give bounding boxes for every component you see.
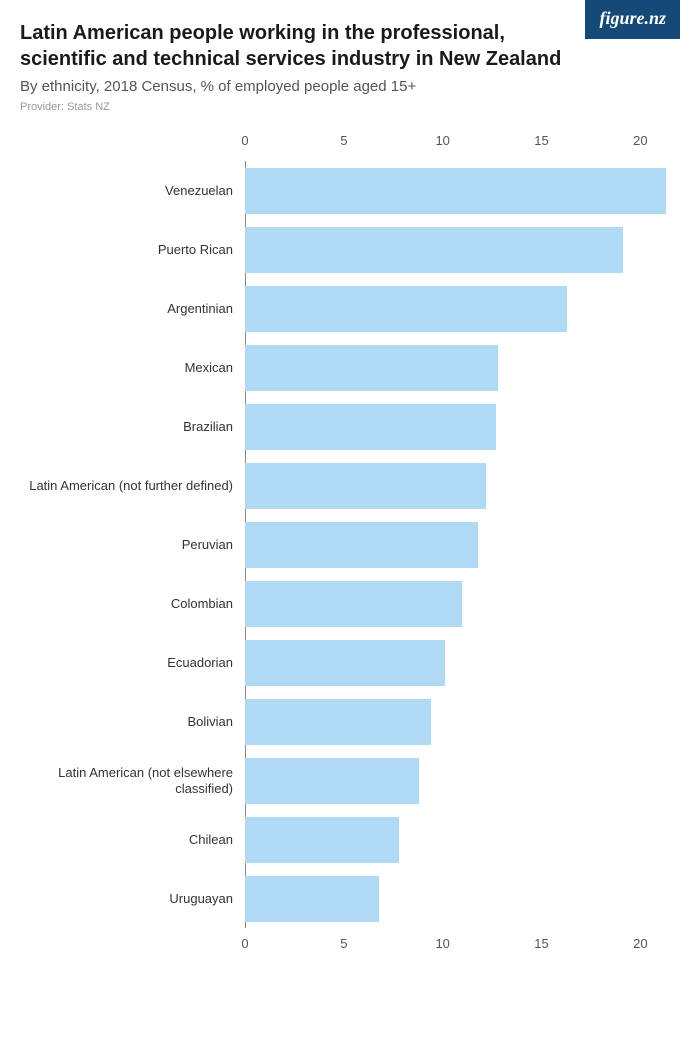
bar-row: Mexican (245, 338, 670, 397)
bar-row: Latin American (not further defined) (245, 456, 670, 515)
bar-label: Colombian (18, 596, 233, 612)
logo-badge: figure.nz (585, 0, 680, 39)
x-tick: 20 (633, 936, 647, 951)
bar-label: Argentinian (18, 301, 233, 317)
bar-row: Uruguayan (245, 869, 670, 928)
bar-label: Venezuelan (18, 183, 233, 199)
bar-row: Colombian (245, 574, 670, 633)
bar (245, 404, 496, 450)
bar (245, 758, 419, 804)
x-tick: 0 (241, 133, 248, 148)
bar (245, 522, 478, 568)
bar-row: Brazilian (245, 397, 670, 456)
bar (245, 345, 498, 391)
bar-label: Latin American (not further defined) (18, 478, 233, 494)
bar (245, 168, 666, 214)
x-tick: 0 (241, 936, 248, 951)
bar-label: Latin American (not elsewhere classified… (18, 765, 233, 796)
bar (245, 699, 431, 745)
bar-row: Chilean (245, 810, 670, 869)
bar (245, 227, 623, 273)
bar-label: Uruguayan (18, 891, 233, 907)
bar (245, 876, 379, 922)
x-axis-top: 05101520 (245, 133, 670, 153)
bars-area: VenezuelanPuerto RicanArgentinianMexican… (245, 161, 670, 928)
bar-label: Bolivian (18, 714, 233, 730)
bar-label: Peruvian (18, 537, 233, 553)
bar-label: Puerto Rican (18, 242, 233, 258)
chart-title: Latin American people working in the pro… (20, 20, 580, 72)
bar-row: Peruvian (245, 515, 670, 574)
bar-label: Brazilian (18, 419, 233, 435)
x-tick: 10 (435, 936, 449, 951)
bar-row: Venezuelan (245, 161, 670, 220)
bar-label: Ecuadorian (18, 655, 233, 671)
x-tick: 15 (534, 133, 548, 148)
chart-container: 05101520 VenezuelanPuerto RicanArgentini… (0, 123, 700, 976)
bar-row: Puerto Rican (245, 220, 670, 279)
bar (245, 640, 445, 686)
chart-subtitle: By ethnicity, 2018 Census, % of employed… (20, 78, 680, 95)
provider-label: Provider: Stats NZ (20, 101, 680, 113)
bar-label: Chilean (18, 832, 233, 848)
x-tick: 15 (534, 936, 548, 951)
x-axis-bottom: 05101520 (245, 936, 670, 956)
x-tick: 10 (435, 133, 449, 148)
x-tick: 20 (633, 133, 647, 148)
x-tick: 5 (340, 936, 347, 951)
bar-row: Argentinian (245, 279, 670, 338)
bar (245, 286, 567, 332)
bar (245, 581, 462, 627)
bar (245, 817, 399, 863)
bar-row: Latin American (not elsewhere classified… (245, 751, 670, 810)
bar-row: Ecuadorian (245, 633, 670, 692)
bar-row: Bolivian (245, 692, 670, 751)
bar-label: Mexican (18, 360, 233, 376)
bar (245, 463, 486, 509)
x-tick: 5 (340, 133, 347, 148)
